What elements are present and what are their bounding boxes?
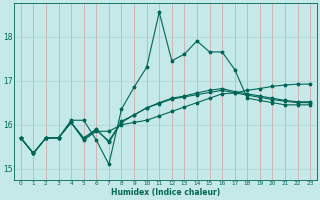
X-axis label: Humidex (Indice chaleur): Humidex (Indice chaleur) [111,188,220,197]
